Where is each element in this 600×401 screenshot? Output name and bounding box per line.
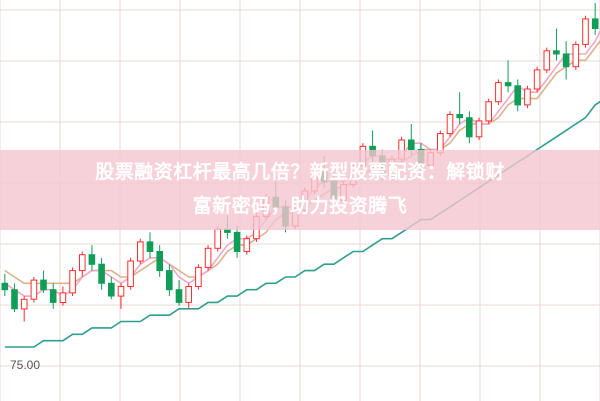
promo-overlay-banner: 股票融资杠杆最高几倍？新型股票配资：解锁财 富新密码，助力投资腾飞 <box>0 150 600 230</box>
overlay-text-line-2: 富新密码，助力投资腾飞 <box>192 196 408 217</box>
overlay-text-line-1: 股票融资杠杆最高几倍？新型股票配资：解锁财 <box>95 162 505 183</box>
y-axis-tick-label: 75.00 <box>10 358 41 372</box>
